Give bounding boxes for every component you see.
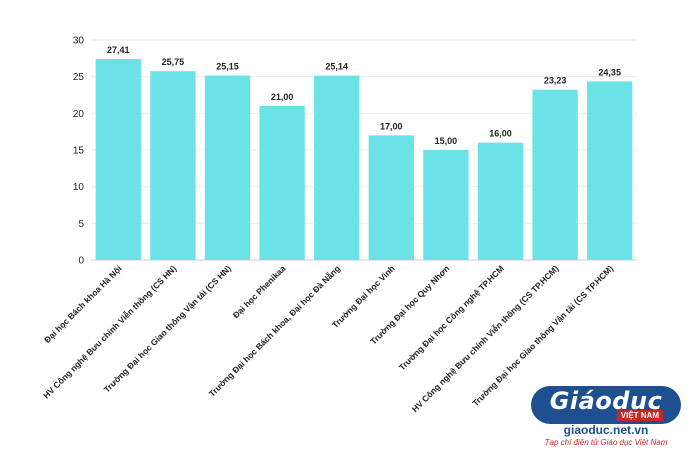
y-tick-label: 5 — [78, 219, 84, 230]
bar-value-label: 23,23 — [544, 76, 567, 86]
y-tick-label: 10 — [73, 182, 85, 193]
bar-value-label: 25,14 — [325, 62, 348, 72]
bar-value-label: 16,00 — [489, 129, 512, 139]
y-tick-label: 30 — [73, 36, 85, 47]
bar — [477, 142, 524, 260]
bar-value-label: 27,41 — [107, 45, 130, 55]
bar — [532, 89, 578, 260]
bar — [95, 58, 141, 260]
value-labels: 27,41 25,75 25,15 21,00 25,14 17,00 15,00 16,00… — [107, 45, 621, 146]
bar — [204, 75, 251, 260]
category-label: Đại học Phenikaa — [231, 263, 288, 320]
logo-site: giaoduc.net.vn — [563, 423, 649, 437]
logo-subtitle: VIỆT NAM — [616, 410, 663, 421]
bar — [587, 81, 633, 260]
y-axis: 0 5 10 15 20 25 30 — [73, 36, 85, 267]
category-label: Trường Đại học Công nghệ TP.HCM — [397, 263, 506, 372]
bar-value-label: 24,35 — [598, 67, 621, 77]
y-tick-label: 15 — [73, 146, 85, 157]
y-tick-label: 20 — [73, 109, 85, 120]
bar-value-label: 17,00 — [380, 121, 403, 131]
bar — [314, 75, 360, 260]
giaoduc-logo: Giáoduc VIỆT NAM giaoduc.net.vn Tạp chí … — [527, 386, 685, 448]
bar-value-label: 25,75 — [162, 57, 185, 67]
bar-value-label: 21,00 — [271, 92, 294, 102]
bar-value-label: 25,15 — [216, 62, 239, 72]
bar — [150, 71, 196, 261]
bar — [259, 106, 305, 260]
bar — [423, 150, 469, 260]
logo-badge: Giáoduc VIỆT NAM — [531, 386, 681, 424]
bar — [368, 135, 414, 260]
y-tick-label: 25 — [73, 72, 85, 83]
bars — [95, 58, 633, 261]
y-tick-label: 0 — [78, 256, 84, 267]
category-label: Trường Đại học Giao thông Vận tải (CS HN… — [102, 263, 233, 394]
bar-value-label: 15,00 — [435, 136, 458, 146]
logo-tagline: Tạp chí điện tử Giáo dục Việt Nam — [544, 438, 668, 447]
